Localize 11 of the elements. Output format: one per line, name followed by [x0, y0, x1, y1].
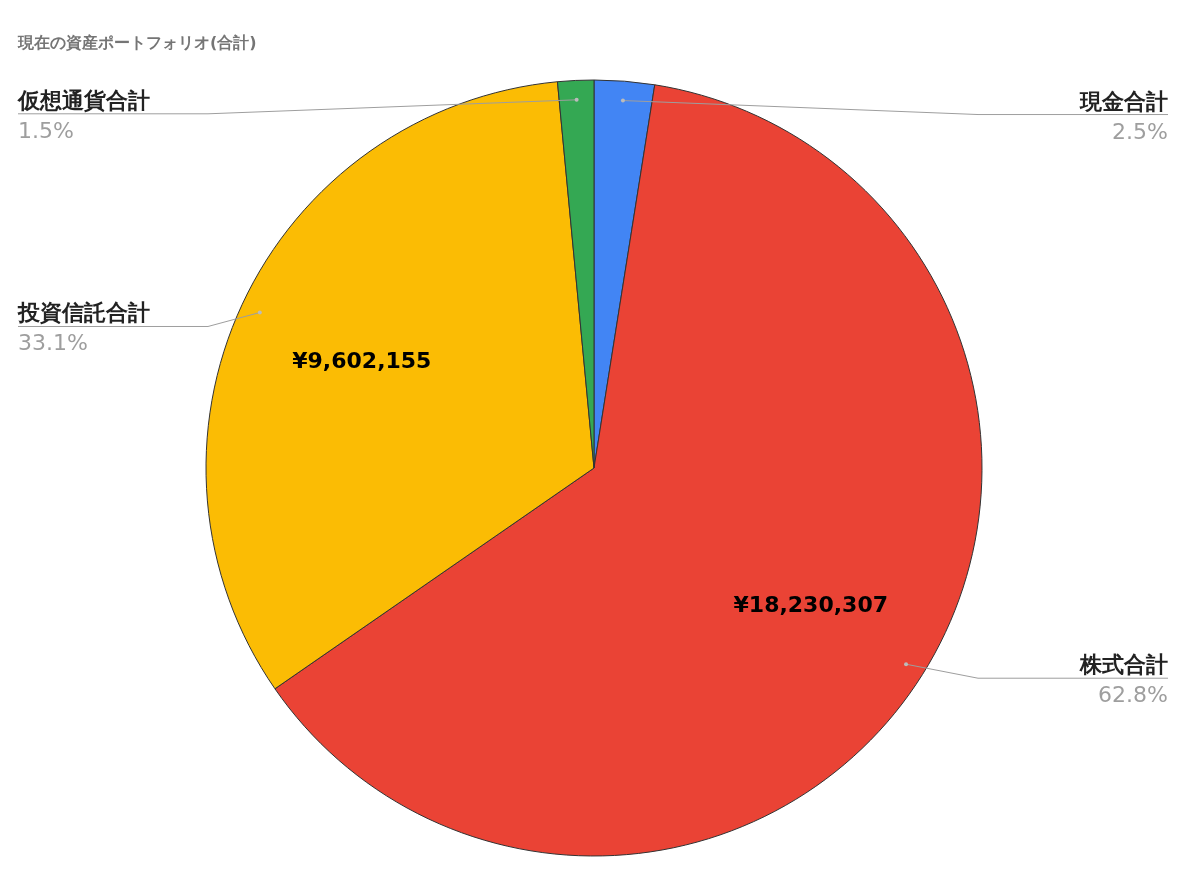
slice-label: 現金合計 [1079, 88, 1168, 114]
slice-label: 投資信託合計 [17, 300, 150, 326]
text: ¥9,602,155 [292, 347, 432, 373]
data-label: 1.5% [18, 117, 74, 143]
slice-label: 株式合計 [1079, 652, 1168, 678]
data-label: 33.1% [18, 330, 88, 356]
chart-title: 現在の資産ポートフォリオ(合計) [17, 33, 257, 52]
data-label: 62.8% [1098, 682, 1168, 708]
data-label: 2.5% [1112, 118, 1168, 144]
text: ¥18,230,307 [733, 592, 889, 618]
slice-label: 仮想通貨合計 [17, 87, 150, 113]
